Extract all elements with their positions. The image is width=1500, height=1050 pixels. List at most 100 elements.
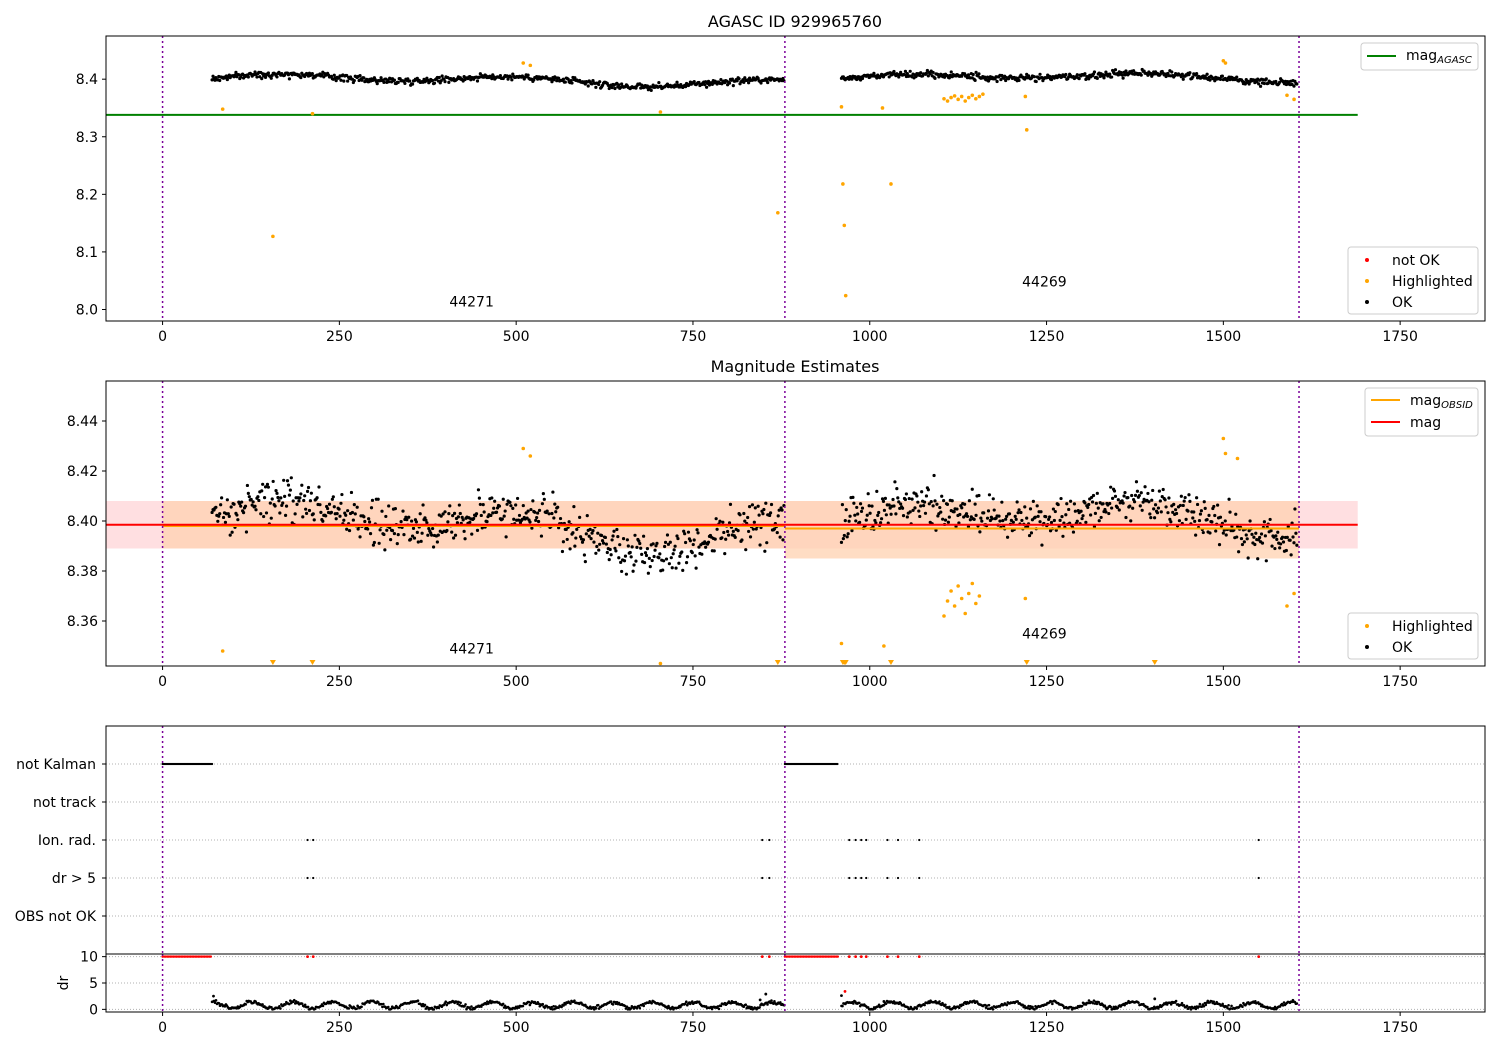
ok-point — [275, 491, 279, 495]
dr-point — [772, 1002, 775, 1005]
ok-point — [554, 510, 558, 514]
ok-point — [868, 511, 872, 515]
ok-point — [1181, 503, 1185, 508]
legend-marker — [1365, 624, 1369, 628]
highlighted-point — [528, 63, 533, 68]
dr-point — [213, 1001, 217, 1005]
ok-point — [1053, 509, 1057, 514]
ok-point — [664, 557, 669, 561]
dr-point — [380, 1002, 383, 1006]
ok-point — [265, 482, 270, 486]
ok-point — [694, 566, 698, 570]
ok-point — [462, 529, 466, 533]
ok-point — [1228, 78, 1232, 82]
ok-point — [1210, 520, 1214, 524]
clipped-marker — [1023, 660, 1030, 665]
dr-point — [744, 1003, 748, 1007]
ok-point — [1005, 535, 1010, 539]
dr-point — [1094, 1000, 1098, 1004]
ok-point — [598, 542, 602, 546]
ok-point — [644, 553, 649, 558]
ok-point — [620, 82, 624, 86]
dr-point — [444, 1000, 448, 1003]
ok-point — [743, 519, 747, 523]
ok-point — [1151, 488, 1155, 493]
ok-point — [1109, 485, 1113, 489]
y-axis-label: dr — [56, 975, 72, 990]
ok-point — [920, 490, 924, 494]
dr-point — [1091, 1001, 1095, 1005]
ok-point — [1007, 512, 1012, 516]
ok-point — [289, 476, 293, 480]
ok-point — [844, 508, 848, 512]
ok-point — [1073, 509, 1077, 513]
ok-point — [1000, 500, 1004, 504]
ok-point — [567, 520, 571, 524]
ok-point — [563, 80, 567, 84]
ok-point — [842, 533, 846, 538]
ok-point — [356, 527, 360, 531]
ok-point — [1126, 496, 1130, 500]
dr-point — [1226, 1006, 1229, 1010]
ok-point — [726, 529, 730, 534]
ok-point — [893, 480, 897, 484]
ok-point — [876, 513, 880, 517]
ok-point — [1084, 77, 1088, 81]
highlighted-point — [952, 604, 957, 608]
flag-point — [860, 876, 863, 880]
ok-point — [884, 513, 888, 517]
ok-point — [693, 554, 697, 558]
ok-point — [1131, 506, 1135, 510]
dr-point — [1069, 1005, 1073, 1009]
ok-point — [435, 540, 439, 544]
ok-point — [1019, 510, 1023, 515]
ok-point — [967, 499, 971, 503]
ok-point — [1292, 541, 1296, 545]
clipped-dr-marker — [836, 955, 839, 958]
ok-point — [747, 505, 752, 509]
ok-point — [986, 509, 991, 513]
ok-point — [1077, 77, 1081, 81]
ok-point — [590, 531, 594, 535]
ok-point — [1049, 520, 1054, 525]
ok-point — [995, 79, 999, 84]
ok-point — [982, 511, 986, 515]
ok-point — [420, 531, 424, 535]
ok-point — [1264, 77, 1268, 81]
clipped-marker — [1151, 660, 1158, 665]
legend-subscript: OBSID — [1441, 400, 1473, 411]
flag-row-label: not Kalman — [16, 757, 96, 773]
highlighted-point — [1024, 128, 1029, 132]
ok-point — [607, 558, 611, 562]
ok-point — [260, 489, 264, 493]
ok-point — [377, 541, 381, 545]
ok-point — [401, 509, 405, 513]
ok-point — [1029, 531, 1034, 535]
dr-point — [1095, 1002, 1099, 1006]
ok-point — [919, 504, 923, 508]
ok-point — [594, 85, 598, 89]
ok-point — [526, 509, 530, 513]
ok-point — [633, 533, 637, 537]
dr-point — [1033, 1008, 1036, 1011]
ok-point — [647, 556, 651, 560]
ok-point — [855, 77, 859, 82]
ok-point — [655, 541, 659, 545]
dr-point — [303, 1003, 307, 1007]
ok-point — [661, 568, 665, 572]
ok-point — [979, 516, 983, 520]
ok-point — [493, 499, 497, 503]
ok-point — [592, 540, 596, 544]
ok-point — [255, 75, 259, 79]
dr-point — [1197, 1005, 1201, 1008]
ok-point — [283, 494, 287, 498]
ok-point — [1155, 511, 1160, 515]
ok-point — [758, 543, 762, 547]
dr-point — [625, 1005, 629, 1008]
ok-point — [1157, 489, 1161, 493]
ok-point — [977, 493, 981, 498]
x-tick-label: 0 — [158, 674, 167, 690]
dr-point — [463, 1005, 466, 1008]
ok-point — [1268, 517, 1272, 522]
panel-title: Magnitude Estimates — [711, 357, 880, 376]
